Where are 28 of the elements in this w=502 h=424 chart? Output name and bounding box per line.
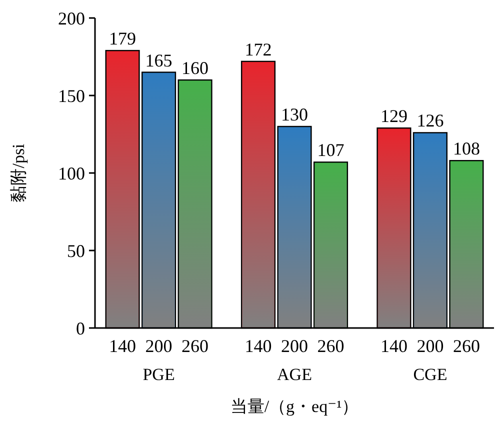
x-tick-label: CGE xyxy=(413,365,448,384)
x-axis-title: 当量/（g・eq⁻¹） xyxy=(230,397,359,416)
data-label: 130 xyxy=(281,104,308,124)
text: 260 xyxy=(317,336,344,356)
x-tick-label: PGE xyxy=(142,365,175,384)
y-tick-label: 200 xyxy=(58,8,85,28)
series-label: 260 xyxy=(182,336,209,356)
text: 260 xyxy=(452,336,480,356)
data-label: 108 xyxy=(452,138,480,159)
text: 200 xyxy=(281,336,308,356)
y-tick-label: 50 xyxy=(67,240,85,261)
text: 140 xyxy=(244,336,272,356)
data-label: 160 xyxy=(182,58,209,78)
y-tick-label: 0 xyxy=(76,318,85,338)
text: 140 xyxy=(380,336,408,356)
data-label: 126 xyxy=(416,110,444,131)
x-tick-label: AGE xyxy=(277,365,312,384)
data-label: 172 xyxy=(244,39,272,60)
y-tick-label: 100 xyxy=(58,163,85,184)
data-label: 129 xyxy=(380,106,408,126)
data-label: 107 xyxy=(317,140,344,160)
series-label: 200 xyxy=(145,336,172,356)
y-tick-label: 150 xyxy=(58,86,85,106)
data-label: 165 xyxy=(145,50,172,70)
series-label: 140 xyxy=(109,336,136,356)
text: 200 xyxy=(416,336,444,356)
y-axis-title: 黏附/psi xyxy=(9,143,28,202)
data-label: 179 xyxy=(109,28,136,49)
